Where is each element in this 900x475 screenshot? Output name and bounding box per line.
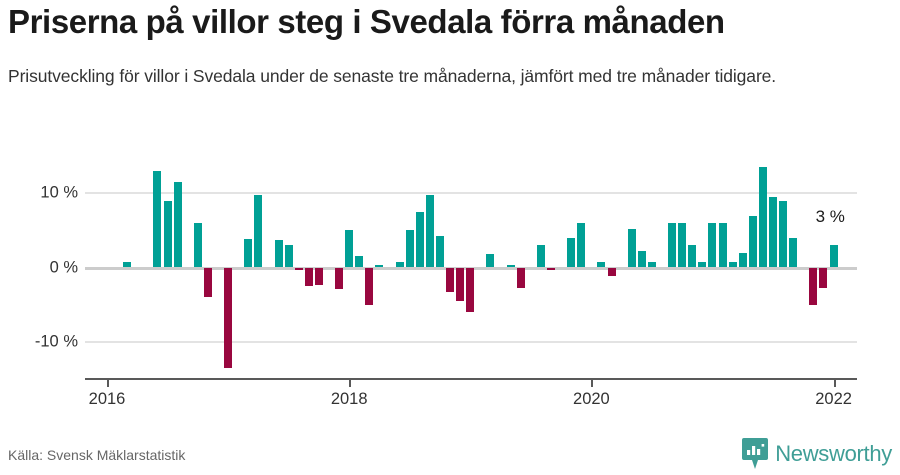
bar xyxy=(647,261,656,268)
bar xyxy=(718,223,727,268)
x-axis-label: 2016 xyxy=(88,390,126,408)
bar xyxy=(627,228,636,268)
bar xyxy=(405,230,414,268)
bar xyxy=(224,267,233,368)
bar xyxy=(779,200,788,268)
x-axis-tick-mark xyxy=(833,380,836,387)
bar xyxy=(728,261,737,268)
bar xyxy=(163,200,172,268)
bar xyxy=(637,251,646,268)
bar xyxy=(294,267,303,270)
bar xyxy=(577,223,586,268)
x-axis-tick-mark xyxy=(591,380,594,387)
y-axis-label: -10 % xyxy=(34,332,78,351)
bar xyxy=(536,245,545,268)
bar xyxy=(758,167,767,268)
bar xyxy=(698,261,707,268)
bar xyxy=(173,182,182,268)
bar xyxy=(355,256,364,268)
y-axis-label: 0 % xyxy=(49,258,78,276)
bar xyxy=(688,245,697,268)
y-axis-label: 10 % xyxy=(40,183,78,202)
x-axis-label: 2018 xyxy=(330,390,368,408)
plot-area: 3 % xyxy=(85,160,857,375)
newsworthy-pin-bars-icon xyxy=(742,438,769,470)
bar xyxy=(335,267,344,289)
gridline xyxy=(85,340,857,343)
x-axis-tick-mark xyxy=(349,380,352,387)
source-caption: Källa: Svensk Mäklarstatistik xyxy=(8,447,186,463)
bar xyxy=(748,215,757,268)
bar xyxy=(789,237,798,268)
bar xyxy=(415,211,424,268)
bar xyxy=(395,261,404,268)
bar xyxy=(153,171,162,268)
bar xyxy=(769,197,778,268)
bar xyxy=(123,262,132,268)
bar xyxy=(244,239,253,268)
bar xyxy=(274,240,283,268)
x-axis-label: 2020 xyxy=(573,390,610,408)
bar xyxy=(809,267,818,305)
bar xyxy=(284,245,293,268)
bar xyxy=(436,236,445,268)
gridline xyxy=(85,192,857,195)
x-axis-tick-mark xyxy=(107,380,109,387)
bar xyxy=(829,245,838,268)
bar xyxy=(365,267,374,305)
bar xyxy=(193,223,202,268)
page-subtitle: Prisutveckling för villor i Svedala unde… xyxy=(8,66,777,86)
newsworthy-logo: Newsworthy xyxy=(742,438,892,470)
bar xyxy=(203,267,212,298)
bar xyxy=(345,230,354,268)
bar xyxy=(254,194,263,268)
bar xyxy=(506,265,515,268)
bar xyxy=(597,261,606,268)
x-axis-label: 2022 xyxy=(815,390,852,408)
bar xyxy=(456,267,465,301)
bar xyxy=(425,194,434,268)
bar xyxy=(678,223,687,268)
x-axis-ticks: 2016 2018 2020 2022 xyxy=(85,380,857,410)
bar xyxy=(304,267,313,287)
bar xyxy=(466,267,475,312)
page-title: Priserna på villor steg i Svedala förra … xyxy=(8,3,725,40)
y-axis-labels: 10 % 0 % -10 % xyxy=(0,160,78,375)
bar xyxy=(314,267,323,285)
bar xyxy=(668,223,677,268)
bar xyxy=(819,267,828,288)
x-axis-line xyxy=(85,378,857,380)
bar xyxy=(547,267,556,270)
bar xyxy=(567,237,576,268)
chart-container: 10 % 0 % -10 % 3 % 2016 2018 2020 2022 xyxy=(0,160,900,415)
bar xyxy=(375,265,384,268)
value-annotation: 3 % xyxy=(815,207,845,227)
bar-series xyxy=(85,160,857,375)
bar xyxy=(486,254,495,268)
bar xyxy=(607,267,616,277)
bar xyxy=(708,223,717,268)
newsworthy-wordmark: Newsworthy xyxy=(775,441,892,466)
bar xyxy=(446,267,455,292)
bar xyxy=(516,267,525,289)
bar xyxy=(738,252,747,268)
